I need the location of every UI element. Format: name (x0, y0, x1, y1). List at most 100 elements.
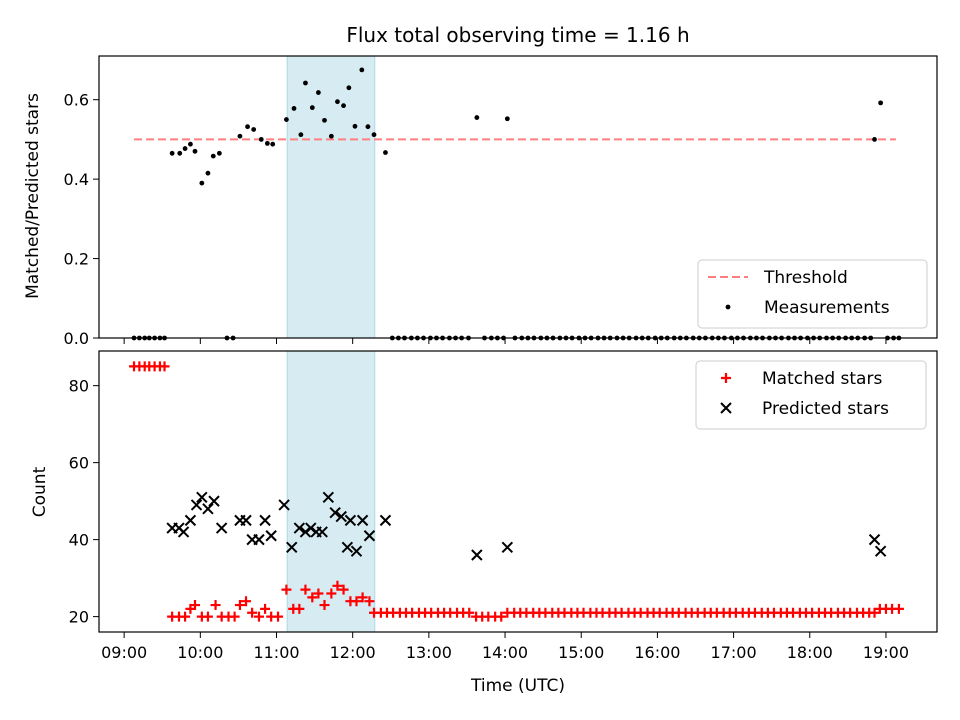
x-axis-label: Time (UTC) (470, 676, 565, 696)
matched-stars-point (893, 603, 904, 614)
measurements-point (216, 150, 222, 156)
ratio-y-tick-label: 0.4 (64, 170, 89, 189)
matched-stars-point (307, 592, 318, 603)
measurements-point (474, 115, 480, 120)
x-tick-label: 14:00 (482, 643, 528, 662)
measurements-point (251, 127, 257, 132)
measurements-point (303, 80, 308, 86)
predicted-stars-point (350, 545, 363, 557)
matched-stars-point (180, 611, 191, 622)
matched-stars-point (260, 603, 271, 614)
measurements-point (383, 150, 388, 155)
predicted-stars-point (190, 499, 203, 511)
matched-stars-point (300, 584, 311, 595)
predicted-stars-point (329, 506, 341, 519)
measurements-point (284, 117, 289, 122)
predicted-stars-point (286, 541, 298, 554)
measurements-point (878, 100, 884, 106)
predicted-stars-point (335, 510, 347, 523)
matched-stars-point (281, 584, 292, 595)
predicted-stars-point (177, 526, 190, 538)
predicted-stars-point (305, 522, 317, 534)
predicted-stars-point (215, 522, 228, 534)
matched-stars-point (247, 607, 258, 618)
ratio-legend: Threshold Measurements (697, 259, 928, 329)
measurements-point (316, 90, 321, 95)
count-axes-frame (98, 350, 938, 633)
measurements-point (504, 116, 510, 122)
predicted-stars-point (471, 549, 483, 561)
predicted-stars-point (202, 503, 214, 515)
measurements-point (245, 124, 250, 130)
ratio-axes-frame (98, 55, 938, 339)
predicted-stars-point (363, 530, 376, 542)
threshold-legend-label: Threshold (763, 268, 848, 288)
predicted-stars-point (259, 514, 271, 527)
matched-stars-legend-label: Matched stars (762, 369, 882, 389)
ratio-legend-box (697, 259, 928, 329)
count-y-tick-label: 60 (69, 454, 89, 473)
ratio-panel-y-axis-label: Matched/Predicted stars (23, 93, 43, 299)
measurements-point (258, 137, 264, 142)
matched-stars-point (869, 607, 880, 618)
x-tick-label: 11:00 (253, 643, 299, 662)
measurements-point (322, 117, 327, 123)
matched-stars-point (338, 584, 349, 595)
predicted-stars-legend-swatch (720, 402, 732, 414)
measurements-point (169, 150, 175, 156)
matched-stars-point (464, 607, 475, 618)
x-tick-label: 18:00 (787, 643, 833, 662)
measurements-point (192, 148, 198, 154)
predicted-stars-legend-label: Predicted stars (762, 399, 889, 419)
measurements-point (270, 141, 276, 147)
matched-stars-point (319, 600, 330, 611)
measurements-point (352, 123, 358, 129)
predicted-stars-point (874, 545, 887, 557)
predicted-stars-point (501, 541, 514, 554)
predicted-stars-point (253, 533, 265, 546)
matched-stars-point (313, 588, 324, 599)
measurements-point (346, 85, 352, 91)
count-y-tick-label: 20 (69, 608, 89, 627)
predicted-stars-point (322, 491, 335, 503)
matched-stars-point (202, 611, 213, 622)
matched-stars-point (234, 600, 245, 611)
matched-stars-point (241, 596, 252, 607)
predicted-stars-point (341, 541, 354, 554)
matched-stars-point (273, 611, 284, 622)
ratio-panel: Flux total observing time = 1.16 h Match… (23, 23, 938, 348)
measurements-point (328, 133, 334, 139)
matched-stars-point (294, 603, 305, 614)
matched-stars-point (357, 592, 368, 603)
count-y-tick-label: 80 (69, 377, 89, 396)
measurements-point (177, 150, 183, 156)
measurements-point (188, 141, 193, 147)
x-tick-label: 15:00 (558, 643, 604, 662)
predicted-stars-point (299, 526, 312, 538)
measurements-point (237, 133, 243, 139)
predicted-stars-point (293, 522, 306, 534)
predicted-stars-point (379, 514, 392, 527)
x-tick-label: 09:00 (101, 643, 147, 662)
x-tick-label: 12:00 (330, 643, 376, 662)
measurements-point (365, 124, 371, 130)
predicted-stars-point (868, 533, 881, 546)
chart-title: Flux total observing time = 1.16 h (346, 23, 689, 47)
measurements-point (335, 99, 340, 105)
count-panel: Count Time (UTC) 20 40 60 80 09:00 10:00 11:00… (30, 350, 938, 696)
matched-stars-point (364, 596, 375, 607)
predicted-stars-point (278, 499, 290, 511)
predicted-stars-point (265, 530, 277, 542)
measurements-point (872, 137, 877, 142)
predicted-stars-point (344, 514, 357, 527)
ratio-y-tick-label: 0.6 (64, 91, 89, 110)
measurements-point (371, 132, 377, 138)
count-legend: Matched stars Predicted stars (695, 360, 927, 430)
measurements-legend-label: Measurements (764, 298, 890, 318)
count-y-tick-label: 40 (69, 531, 89, 550)
measurements-point (205, 170, 211, 176)
predicted-stars-point (240, 514, 252, 527)
measurements-point (298, 132, 304, 138)
measurements-point (341, 103, 346, 109)
